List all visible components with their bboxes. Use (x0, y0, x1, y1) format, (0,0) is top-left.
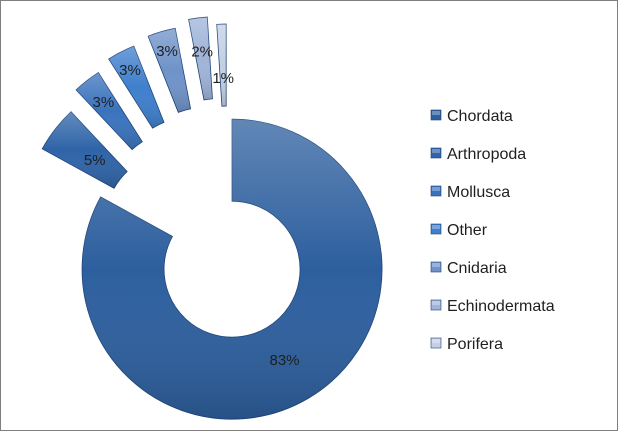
legend-swatch-bevel-mollusca (432, 187, 440, 191)
legend-swatch-bevel-porifera (432, 339, 440, 343)
slice-echinodermata (188, 16, 213, 101)
legend-item-echinodermata: Echinodermata (430, 298, 555, 315)
legend-swatch-mollusca (430, 185, 442, 197)
legend-label-chordata: Chordata (447, 108, 513, 125)
legend-swatch-bevel-other (432, 225, 440, 229)
legend-label-echinodermata: Echinodermata (447, 298, 555, 315)
legend-swatch-arthropoda (430, 147, 442, 159)
legend: Chordata Arthropoda Mollusca Other Cnidaria E… (430, 108, 555, 353)
legend-swatch-bevel-cnidaria (432, 263, 440, 267)
legend-item-arthropoda: Arthropoda (430, 146, 526, 163)
legend-item-other: Other (430, 222, 488, 239)
legend-swatch-chordata (430, 109, 442, 121)
slice-bevel-echinodermata (188, 17, 213, 100)
slice-bevel-porifera (216, 24, 227, 107)
slice-labels: 83%5%3%3%3% 2%1% (84, 43, 300, 369)
data-label-chordata: 83% (269, 352, 299, 369)
data-label-arthropoda: 5% (84, 152, 106, 169)
legend-label-other: Other (447, 222, 488, 239)
legend-swatch-bevel-arthropoda (432, 149, 440, 153)
slice-bevel-other (108, 46, 165, 129)
data-label-mollusca: 3% (93, 94, 115, 111)
slice-arthropoda (41, 111, 128, 189)
slice-bevel-chordata (82, 119, 383, 420)
legend-item-cnidaria: Cnidaria (430, 260, 507, 277)
slice-mollusca (75, 72, 143, 151)
donut-slices (41, 16, 383, 420)
legend-label-porifera: Porifera (447, 336, 503, 353)
slice-cnidaria (147, 27, 192, 113)
legend-swatch-bevel-chordata (432, 111, 440, 115)
legend-item-mollusca: Mollusca (430, 184, 510, 201)
slice-porifera (216, 23, 227, 107)
data-label-porifera: 1% (212, 70, 234, 87)
legend-swatch-other (430, 223, 442, 235)
slice-other (108, 45, 165, 129)
slice-chordata (81, 118, 383, 420)
legend-label-cnidaria: Cnidaria (447, 260, 507, 277)
slice-bevel-arthropoda (42, 111, 128, 189)
legend-swatch-bevel-echinodermata (432, 301, 440, 305)
legend-label-arthropoda: Arthropoda (447, 146, 526, 163)
slice-bevel-cnidaria (148, 28, 191, 113)
legend-swatch-porifera (430, 337, 442, 349)
slice-bevel-mollusca (76, 72, 143, 150)
legend-label-mollusca: Mollusca (447, 184, 510, 201)
legend-item-chordata: Chordata (430, 108, 513, 125)
data-label-other: 3% (119, 62, 141, 79)
legend-swatch-echinodermata (430, 299, 442, 311)
data-label-cnidaria: 3% (156, 43, 178, 60)
legend-swatch-cnidaria (430, 261, 442, 273)
legend-item-porifera: Porifera (430, 336, 503, 353)
data-label-echinodermata: 2% (191, 44, 213, 61)
